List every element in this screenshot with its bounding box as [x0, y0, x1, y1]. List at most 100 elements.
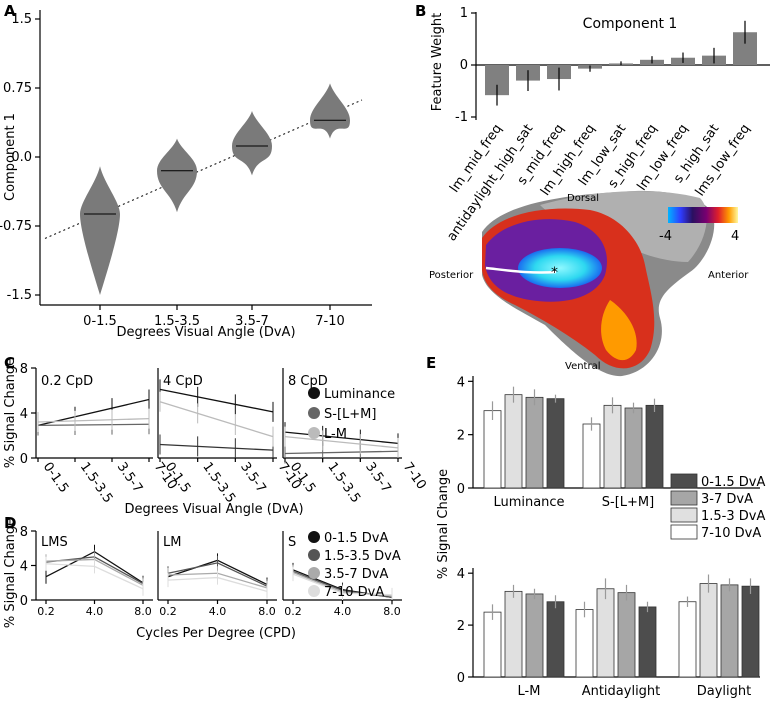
panel-e-bar [603, 404, 622, 489]
panel-a-y-label: Component 1 [3, 113, 18, 201]
panel-e-bar [624, 407, 643, 489]
panel-c-x-label: Degrees Visual Angle (DvA) [124, 502, 303, 517]
panel-d-legend-swatch [308, 531, 320, 543]
panel-c-series-line [159, 401, 274, 438]
panel-b-y-tick-label: -1 [455, 110, 468, 125]
panel-e-y-tick-label: 4 [457, 567, 465, 582]
panel-d-line-charts: % Signal Change 0 4 8 LMS 0.2 4.0 8.0 LM 0.2 4.0 8.… [3, 518, 402, 641]
panel-d-x-tick-label: 4.0 [86, 605, 104, 618]
panel-e-bar [617, 592, 636, 678]
panel-d-y-tick-label: 8 [20, 525, 28, 540]
panel-d-y-tick-label: 0 [20, 594, 28, 609]
panel-c-x-tick-label: 1.5-3.5 [324, 460, 363, 506]
panel-label-e: E [426, 354, 436, 372]
panel-d-x-tick-label: 4.0 [209, 605, 227, 618]
panel-c-series-line [284, 450, 399, 455]
brain-upper-gray [540, 191, 707, 262]
panel-e-bar [678, 601, 697, 678]
panel-a-y-tick-label: 1.5 [11, 12, 32, 27]
brain-white-line [485, 266, 557, 274]
panel-e-bar [483, 410, 502, 489]
panel-d-x-label: Cycles Per Degree (CPD) [136, 626, 296, 641]
panel-e-bar [575, 609, 594, 678]
panel-e-legend-swatch [670, 507, 698, 523]
brain-anterior-label: Anterior [708, 270, 749, 281]
panel-e-bar [504, 590, 523, 678]
panel-e-bar [582, 423, 601, 489]
panel-c-series-line [284, 431, 399, 445]
panel-a-x-tick-label: 7-10 [315, 314, 345, 329]
panel-e-bar [720, 584, 739, 678]
panel-c-legend-swatch [308, 407, 320, 419]
panel-c-subplot-title: 0.2 CpD [41, 374, 93, 389]
panel-c-y-label: % Signal Change [3, 358, 18, 468]
panel-e-bar [638, 606, 657, 678]
panel-d-subplot-title: LM [163, 535, 181, 550]
panel-c-series-line [159, 443, 274, 451]
brain-posterior-label: Posterior [429, 270, 474, 281]
panel-label-c: C [4, 354, 15, 372]
panel-e-bar [741, 585, 760, 678]
panel-b-y-tick-label: 1 [460, 6, 468, 21]
panel-e-legend-label: 3-7 DvA [701, 492, 753, 507]
panel-a-violin [157, 138, 197, 213]
panel-e-bar [546, 601, 565, 678]
panel-c-series-line [37, 417, 150, 423]
panel-d-subplot-title: S [288, 535, 296, 550]
panel-c-subplot-title: 4 CpD [163, 374, 203, 389]
panel-a-violin-chart: -1.5 -0.75 0.0 0.75 1.5 Component 1 0-1.5 1.5-3… [0, 10, 372, 340]
panel-e-bar [645, 404, 664, 489]
panel-d-x-tick-label: 0.2 [159, 605, 177, 618]
panel-c-x-tick-label: 1.5-3.5 [77, 460, 116, 506]
panel-e-legend-swatch [670, 473, 698, 489]
panel-e-bar-charts: % Signal Change 0 2 4 Luminance S-[L+M] 0 2 4 L-M… [436, 375, 765, 699]
panel-d-x-tick-label: 8.0 [258, 605, 276, 618]
panel-d-legend-swatch [308, 585, 320, 597]
panel-a-x-tick-label: 0-1.5 [83, 314, 117, 329]
panel-e-bar [546, 398, 565, 489]
panel-label-a: A [4, 2, 16, 20]
panel-e-bar [504, 394, 523, 489]
panel-e-y-tick-label: 2 [457, 429, 465, 444]
panel-d-legend-label: 7-10 DvA [324, 585, 384, 600]
panel-label-d: D [4, 514, 16, 532]
panel-d-x-tick-label: 8.0 [383, 605, 401, 618]
panel-d-legend-label: 0-1.5 DvA [324, 531, 388, 546]
panel-e-group-label: Daylight [697, 684, 751, 699]
panel-d-legend-label: 3.5-7 DvA [324, 567, 388, 582]
panel-e-group-label: Luminance [493, 495, 564, 510]
panel-d-x-tick-label: 8.0 [134, 605, 152, 618]
panel-a-x-tick-label: 1.5-3.5 [154, 314, 200, 329]
brain-activation-cyan [518, 248, 602, 288]
panel-a-violin [232, 111, 272, 176]
panel-d-legend-label: 1.5-3.5 DvA [324, 549, 401, 564]
panel-a-violin [310, 83, 350, 139]
panel-label-b: B [415, 2, 426, 20]
panel-c-y-tick-label: 8 [20, 362, 28, 377]
panel-e-legend-label: 0-1.5 DvA [701, 475, 765, 490]
panel-d-y-label: % Signal Change [3, 518, 18, 628]
panel-e-group-label: Antidaylight [582, 684, 661, 699]
panel-a-y-tick-label: 0.0 [11, 150, 32, 165]
panel-d-x-tick-label: 4.0 [334, 605, 352, 618]
panel-c-legend-swatch [308, 427, 320, 439]
brain-star-marker: * [551, 265, 558, 281]
panel-e-y-tick-label: 4 [457, 375, 465, 390]
panel-e-group-label: S-[L+M] [602, 495, 654, 510]
panel-e-legend-swatch [670, 524, 698, 540]
brain-dorsal-label: Dorsal [567, 193, 599, 204]
panel-c-x-tick-label: 3.5-7 [237, 460, 269, 496]
brain-surface-map: * Dorsal Ventral Posterior Anterior -4 4 [429, 190, 749, 377]
panel-c-x-tick-label: 3.5-7 [362, 460, 394, 496]
panel-c-series-line [159, 388, 274, 413]
panel-e-legend-label: 1.5-3 DvA [701, 509, 765, 524]
panel-d-y-tick-label: 4 [20, 560, 28, 575]
panel-e-y-tick-label: 0 [457, 671, 465, 686]
panel-a-y-tick-label: 0.75 [3, 81, 32, 96]
panel-b-y-label: Feature Weight [430, 13, 445, 112]
panel-c-x-tick-label: 0-1.5 [40, 460, 72, 496]
panel-e-legend-swatch [670, 490, 698, 506]
panel-c-series-line [37, 423, 150, 427]
